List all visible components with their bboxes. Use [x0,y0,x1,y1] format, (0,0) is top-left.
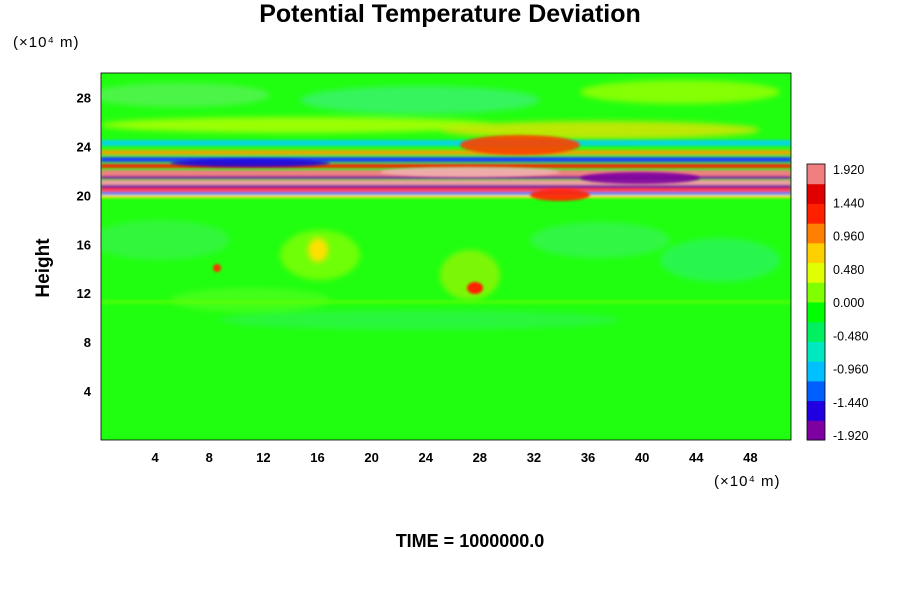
x-axis-unit: (×10⁴ m) [714,473,781,490]
colorbar-swatch [807,262,825,283]
y-tick-label: 24 [77,139,92,154]
colorbar-tick-label: -0.480 [833,329,868,343]
colorbar-tick-label: 1.440 [833,196,864,210]
y-tick-label: 8 [84,335,91,350]
y-tick-label: 28 [77,90,91,105]
colorbar-tick-label: 1.920 [833,163,864,177]
colorbar-tick-label: -1.440 [833,396,868,410]
x-tick-label: 4 [152,450,160,465]
time-annotation: TIME = 1000000.0 [395,531,545,551]
colorbar-swatch [807,282,825,303]
x-tick-label: 20 [364,450,378,465]
colorbar-swatch [807,341,825,362]
colorbar-swatch [807,420,825,441]
plot-frame [100,72,792,441]
colorbar-swatch [807,321,825,342]
colorbar-swatch [807,203,825,224]
y-tick-label: 4 [84,384,92,399]
y-axis-label: Height [33,238,54,298]
colorbar-tick-label: -1.920 [833,429,868,443]
y-axis-ticks: 4 8 12 16 20 24 28 [77,90,92,399]
x-tick-label: 48 [743,450,757,465]
x-tick-label: 36 [581,450,595,465]
chart-title: Potential Temperature Deviation [259,0,641,28]
x-tick-label: 28 [473,450,487,465]
colorbar: 1.920 1.440 0.960 0.480 0.000 -0.480 -0.960 -1.… [806,163,868,443]
colorbar-tick-label: 0.000 [833,296,864,310]
y-tick-label: 16 [77,237,91,252]
colorbar-swatch [807,361,825,382]
colorbar-tick-label: -0.960 [833,363,868,377]
colorbar-swatch [807,223,825,244]
colorbar-frame [806,163,826,441]
x-tick-label: 12 [256,450,270,465]
y-tick-label: 12 [77,286,91,301]
x-tick-label: 44 [689,450,704,465]
x-tick-label: 32 [527,450,541,465]
colorbar-swatch [807,164,825,185]
x-tick-label: 24 [418,450,433,465]
x-tick-label: 40 [635,450,649,465]
colorbar-swatch [807,242,825,264]
x-axis-ticks: 4 8 12 16 20 24 28 32 36 40 44 48 [152,450,758,465]
x-tick-label: 8 [206,450,213,465]
heatmap-field [101,73,791,440]
y-axis-unit: (×10⁴ m) [13,34,80,51]
y-tick-label: 20 [77,188,91,203]
colorbar-tick-label: 0.480 [833,263,864,277]
colorbar-swatch [807,302,825,323]
colorbar-tick-label: 0.960 [833,230,864,244]
colorbar-swatch [807,380,825,402]
x-tick-label: 16 [310,450,324,465]
colorbar-swatch [807,400,825,421]
colorbar-swatch [807,183,825,204]
